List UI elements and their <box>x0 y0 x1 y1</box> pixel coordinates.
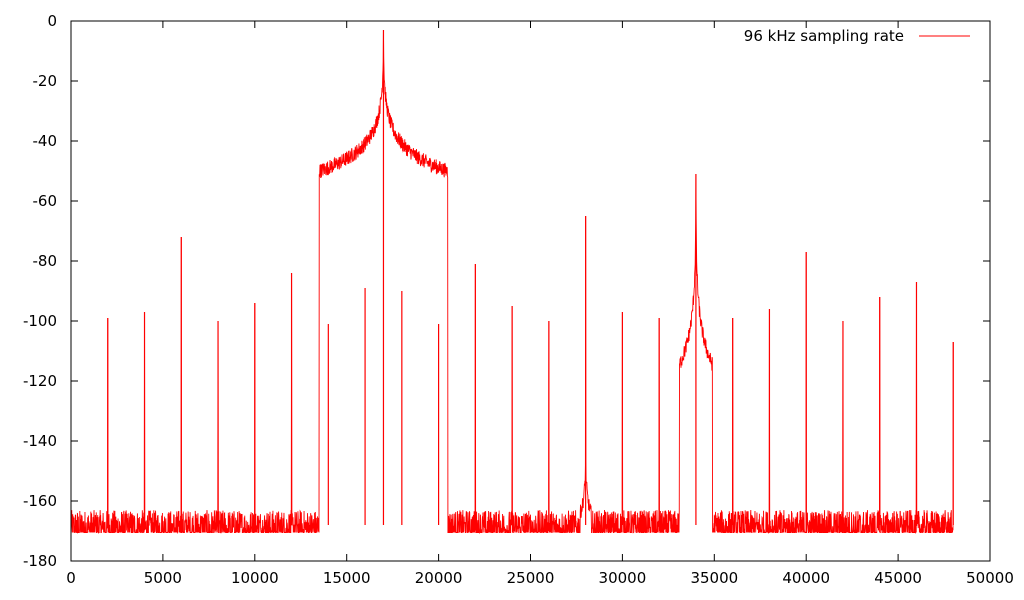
y-tick-label: -100 <box>23 312 57 330</box>
x-tick-label: 20000 <box>415 569 463 587</box>
y-tick-label: -60 <box>33 192 58 210</box>
legend: 96 kHz sampling rate <box>744 27 970 45</box>
y-tick-label: -20 <box>33 72 58 90</box>
x-axis: 0 5000 10000 15000 20000 25000 30000 35000 40000… <box>66 21 1014 587</box>
series-line-96khz <box>70 29 954 535</box>
x-tick-label: 15000 <box>323 569 371 587</box>
x-tick-label: 50000 <box>966 569 1014 587</box>
y-tick-label: -140 <box>23 432 57 450</box>
legend-label: 96 kHz sampling rate <box>744 27 904 45</box>
x-tick-label: 5000 <box>144 569 182 587</box>
x-tick-label: 45000 <box>874 569 922 587</box>
y-tick-label: -120 <box>23 372 57 390</box>
y-axis: 0 -20 -40 -60 -80 -100 -120 -140 -160 -180 <box>23 12 990 570</box>
x-tick-label: 40000 <box>782 569 830 587</box>
y-tick-label: -160 <box>23 492 57 510</box>
x-tick-label: 0 <box>66 569 76 587</box>
y-tick-label: -40 <box>33 132 58 150</box>
x-tick-label: 30000 <box>599 569 647 587</box>
plot-frame <box>70 20 991 562</box>
y-tick-label: -180 <box>23 552 57 570</box>
x-tick-label: 25000 <box>507 569 555 587</box>
y-tick-label: -80 <box>33 252 58 270</box>
x-tick-label: 35000 <box>690 569 738 587</box>
x-tick-label: 10000 <box>231 569 279 587</box>
y-tick-label: 0 <box>47 12 57 30</box>
